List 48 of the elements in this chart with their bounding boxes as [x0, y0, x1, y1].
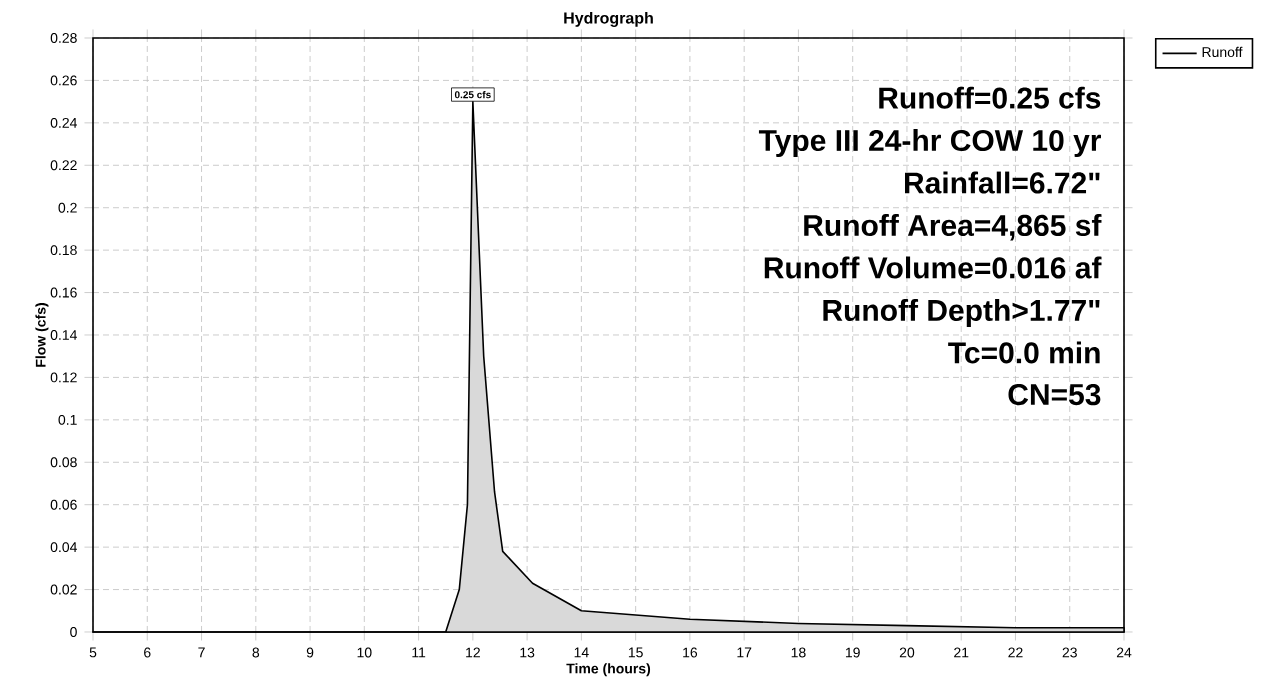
- x-tick-label: 21: [954, 647, 969, 658]
- x-tick-label: 18: [791, 647, 806, 658]
- annotation: Tc=0.0 min: [948, 341, 1100, 364]
- y-tick-label: 0.28: [50, 33, 77, 43]
- y-tick-label: 0.06: [50, 499, 77, 510]
- x-tick-label: 20: [899, 647, 915, 658]
- x-axis-title: Time (hours): [566, 663, 651, 677]
- y-tick-label: 0.26: [50, 75, 77, 86]
- chart-title: Hydrograph: [564, 11, 653, 27]
- y-tick-label: 0.14: [50, 330, 77, 340]
- y-tick-label: 0.12: [50, 372, 77, 383]
- x-tick-label: 24: [1116, 647, 1132, 658]
- y-tick-label: 0.24: [50, 117, 77, 128]
- x-tick-label: 15: [628, 647, 643, 658]
- annotation: Runoff Volume=0.016 af: [764, 256, 1102, 279]
- y-axis-title: Flow (cfs): [35, 303, 49, 367]
- x-tick-label: 12: [466, 647, 480, 658]
- y-tick-label: 0: [70, 627, 77, 637]
- x-tick-label: 11: [412, 647, 426, 658]
- annotation: Runoff Depth>1.77": [823, 298, 1100, 327]
- x-tick-label: 7: [198, 647, 205, 658]
- x-tick-label: 5: [89, 647, 97, 658]
- annotation: 0.25 cfs: [454, 90, 491, 99]
- x-tick-label: 22: [1008, 647, 1023, 658]
- y-tick-label: 0.08: [50, 457, 77, 468]
- y-tick-label: 0.1: [58, 414, 77, 425]
- x-tick-label: 23: [1062, 647, 1077, 658]
- annotation: Type III 24-hr COW 10 yr: [758, 129, 1101, 158]
- x-tick-label: 16: [683, 647, 698, 658]
- x-tick-label: 10: [357, 647, 372, 658]
- y-tick-label: 0.16: [50, 287, 77, 298]
- annotation: Runoff Area=4,865 sf: [804, 214, 1102, 241]
- annotation: Rainfall=6.72": [905, 171, 1100, 194]
- y-tick-label: 0.18: [50, 245, 77, 256]
- x-tick-label: 13: [520, 647, 535, 658]
- x-tick-label: 8: [252, 647, 260, 658]
- y-tick-label: 0.02: [50, 584, 77, 595]
- x-tick-label: 9: [306, 647, 314, 658]
- annotation: CN=53: [1008, 383, 1101, 406]
- legend-label: Runoff: [1202, 46, 1243, 58]
- x-tick-label: 19: [845, 647, 860, 658]
- y-tick-label: 0.2: [58, 202, 77, 213]
- y-tick-label: 0.04: [50, 542, 77, 553]
- x-tick-label: 14: [574, 647, 589, 658]
- y-tick-label: 0.22: [50, 160, 77, 171]
- x-tick-label: 6: [144, 647, 151, 658]
- x-tick-label: 17: [737, 647, 752, 658]
- annotation: Runoff=0.25 cfs: [879, 86, 1101, 109]
